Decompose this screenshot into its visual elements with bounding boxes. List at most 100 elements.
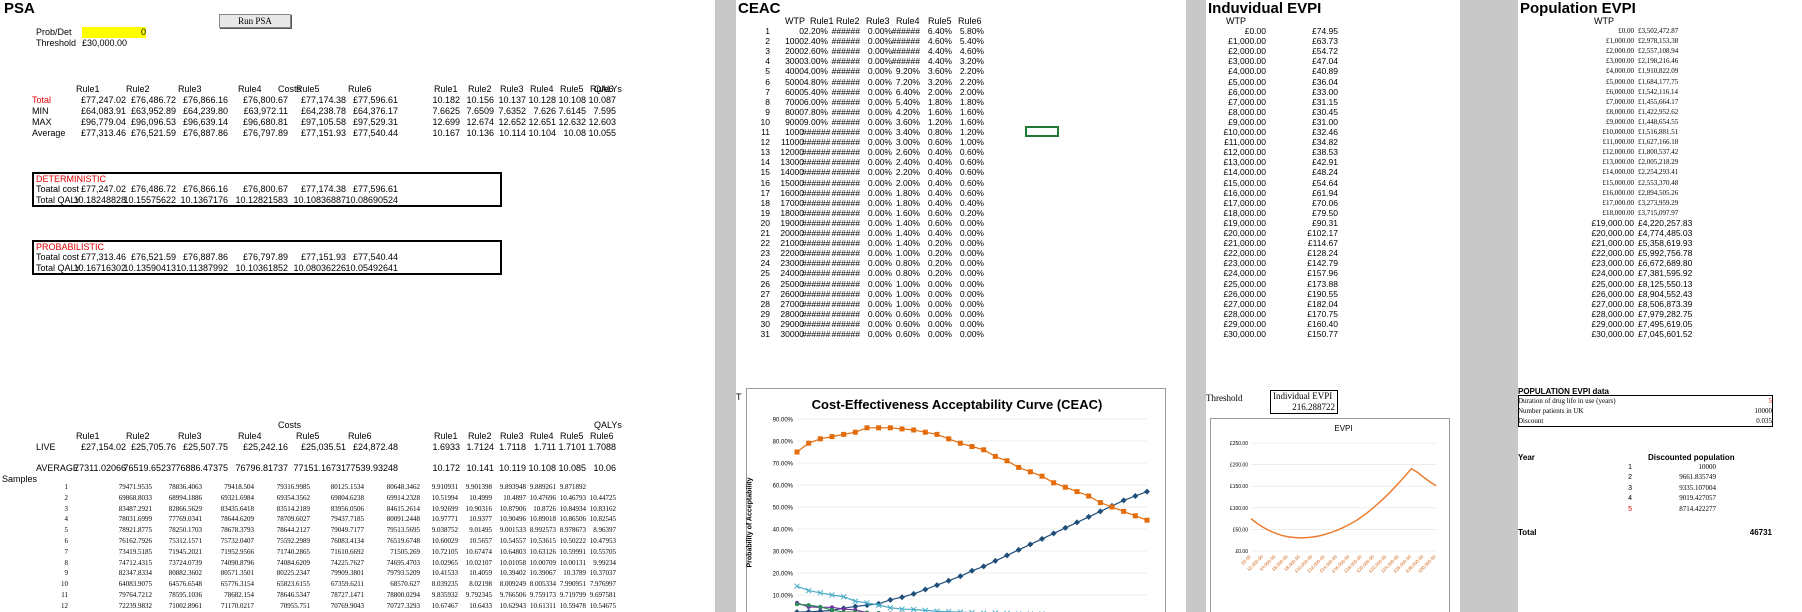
pevpi-value-cell[interactable]: £2,553,370.48 xyxy=(1638,178,1679,187)
ceac-cell[interactable]: 6.00% xyxy=(803,96,828,107)
ceac-cell[interactable]: 1.80% xyxy=(895,187,920,198)
block-cost-cell[interactable]: £77,313.46 xyxy=(80,252,126,262)
ceac-cell[interactable]: 18000 xyxy=(780,207,804,218)
ceac-cell[interactable]: 0.00% xyxy=(867,258,892,269)
ceac-cell[interactable]: ###### xyxy=(831,177,860,188)
ceac-cell[interactable]: 1.00% xyxy=(895,278,920,289)
sample-cell[interactable]: 78678.3793 xyxy=(220,526,254,535)
ievpi-value-cell[interactable]: £33.00 xyxy=(1312,86,1338,97)
sample-cell[interactable]: 71170.0217 xyxy=(221,601,254,610)
ceac-cell[interactable]: 3.60% xyxy=(927,66,952,77)
summary-cost-cell[interactable]: £76,887.86 xyxy=(182,128,228,138)
sample-cell[interactable]: 74712.4315 xyxy=(118,558,152,567)
ceac-cell[interactable]: 6 xyxy=(765,76,770,87)
pevpi-value-cell[interactable]: £4,220,257.83 xyxy=(1638,217,1693,228)
sample-cell[interactable]: 76519.6748 xyxy=(386,537,420,545)
ceac-cell[interactable]: 0.00% xyxy=(867,96,892,107)
ceac-cell[interactable]: 2.60% xyxy=(895,147,920,158)
ceac-cell[interactable]: 0.00% xyxy=(867,76,892,87)
ceac-cell[interactable]: 0.00% xyxy=(927,298,952,309)
ceac-cell[interactable]: ###### xyxy=(831,96,860,107)
ceac-cell[interactable]: 0.00% xyxy=(867,127,892,137)
ceac-cell[interactable]: 0.40% xyxy=(927,197,952,208)
summary-cost-cell[interactable]: £76,800.67 xyxy=(242,95,288,105)
block-cost-cell[interactable]: £76,887.86 xyxy=(182,252,228,262)
pevpi-value-cell[interactable]: £4,774,485.03 xyxy=(1638,228,1693,238)
sample-cell[interactable]: 9.697581 xyxy=(589,591,616,599)
ievpi-wtp-cell[interactable]: £0.00 xyxy=(1244,26,1266,36)
ceac-cell[interactable]: 4 xyxy=(765,56,770,67)
sample-cell[interactable]: 82866.5629 xyxy=(168,504,202,513)
summary-cost-cell[interactable]: £77,313.46 xyxy=(80,128,126,138)
summary-cost-cell[interactable]: £63,972.11 xyxy=(243,106,288,116)
sample-cell[interactable]: 69914.2328 xyxy=(386,493,420,502)
sample-cell[interactable]: 10.02965 xyxy=(431,558,458,567)
pevpi-wtp-cell[interactable]: £8,000.00 xyxy=(1606,107,1634,116)
average-qaly[interactable]: 10.085 xyxy=(558,463,586,473)
sample-cell[interactable]: 10.67474 xyxy=(465,547,492,556)
ievpi-wtp-cell[interactable]: £13,000.00 xyxy=(1223,157,1266,168)
ceac-cell[interactable]: 18 xyxy=(760,197,770,208)
ceac-cell[interactable]: 1.00% xyxy=(895,298,920,309)
ceac-cell[interactable]: 1 xyxy=(765,26,770,36)
live-qaly[interactable]: 1.6933 xyxy=(432,442,460,452)
ceac-cell[interactable]: 1.40% xyxy=(895,228,920,238)
sample-cell[interactable]: 80882.3602 xyxy=(168,569,202,578)
sample-cell[interactable]: 3 xyxy=(64,504,69,513)
ceac-cell[interactable]: 0.60% xyxy=(959,167,984,178)
sample-cell[interactable]: 9.038752 xyxy=(431,526,458,535)
ceac-cell[interactable]: ###### xyxy=(831,258,860,269)
ceac-cell[interactable]: 0.00% xyxy=(959,248,984,259)
live-cost[interactable]: £24,872.48 xyxy=(352,442,398,452)
sample-cell[interactable]: 79909.3801 xyxy=(330,569,364,578)
pevpi-wtp-cell[interactable]: £20,000.00 xyxy=(1591,228,1634,238)
ievpi-value-cell[interactable]: £128.24 xyxy=(1307,248,1338,259)
ceac-cell[interactable]: ###### xyxy=(802,207,831,218)
sample-cell[interactable]: 67359.6211 xyxy=(331,580,364,589)
ceac-cell[interactable]: ###### xyxy=(831,187,860,198)
ceac-cell[interactable]: 0.00% xyxy=(867,147,892,158)
ceac-cell[interactable]: 2000 xyxy=(785,46,804,57)
summary-cost-cell[interactable]: £76,486.72 xyxy=(130,95,176,105)
ceac-cell[interactable]: 0.20% xyxy=(927,258,952,269)
block-cost-cell[interactable]: £77,174.38 xyxy=(300,184,346,194)
ceac-cell[interactable]: ###### xyxy=(802,258,831,269)
ceac-cell[interactable]: ###### xyxy=(831,228,860,238)
ievpi-wtp-cell[interactable]: £14,000.00 xyxy=(1223,167,1266,178)
ceac-cell[interactable]: 4.60% xyxy=(959,46,984,57)
ievpi-value-cell[interactable]: £79.50 xyxy=(1312,207,1338,218)
sample-cell[interactable]: 78836.4063 xyxy=(168,483,202,491)
sample-cell[interactable]: 64576.6548 xyxy=(168,580,202,589)
sample-cell[interactable]: 78800.0294 xyxy=(386,591,420,599)
ceac-cell[interactable]: ###### xyxy=(831,308,860,319)
ievpi-wtp-cell[interactable]: £3,000.00 xyxy=(1228,56,1266,67)
ceac-cell[interactable]: 0.00% xyxy=(867,308,892,319)
live-qaly[interactable]: 1.7118 xyxy=(499,442,526,452)
pevpi-wtp-cell[interactable]: £1,000.00 xyxy=(1606,37,1634,46)
sample-cell[interactable]: 78682.154 xyxy=(224,591,254,599)
sample-cell[interactable]: 68570.627 xyxy=(390,580,420,589)
ievpi-value-cell[interactable]: £102.17 xyxy=(1307,228,1338,238)
ceac-cell[interactable]: 25 xyxy=(760,268,770,279)
ceac-cell[interactable]: 25000 xyxy=(780,278,804,289)
block-cost-cell[interactable]: £77,247.02 xyxy=(80,184,126,194)
ceac-cell[interactable]: ###### xyxy=(831,56,860,67)
block-qaly-cell[interactable]: 10.1367176 xyxy=(180,195,228,205)
ceac-cell[interactable]: 5000 xyxy=(785,76,804,87)
ievpi-value-cell[interactable]: £31.00 xyxy=(1312,116,1338,127)
ievpi-wtp-cell[interactable]: £30,000.00 xyxy=(1223,329,1266,339)
ceac-cell[interactable]: 11 xyxy=(761,127,770,137)
ievpi-wtp-cell[interactable]: £6,000.00 xyxy=(1228,86,1266,97)
summary-qaly-cell[interactable]: 10.08 xyxy=(563,128,586,138)
sample-cell[interactable]: 10.39402 xyxy=(499,569,526,578)
summary-qaly-cell[interactable]: 7.6509 xyxy=(466,106,494,116)
ievpi-value-cell[interactable]: £190.55 xyxy=(1307,288,1338,299)
ceac-cell[interactable]: ###### xyxy=(802,248,831,259)
summary-cost-cell[interactable]: £76,797.89 xyxy=(242,128,288,138)
ceac-cell[interactable]: 16000 xyxy=(780,187,804,198)
sample-cell[interactable]: 69868.8033 xyxy=(118,493,152,502)
average-cost[interactable]: 76519.65237 xyxy=(123,463,176,473)
ceac-cell[interactable]: 4000 xyxy=(785,66,804,77)
summary-cost-cell[interactable]: £77,247.02 xyxy=(80,95,126,105)
sample-cell[interactable]: 8.992573 xyxy=(529,526,556,535)
